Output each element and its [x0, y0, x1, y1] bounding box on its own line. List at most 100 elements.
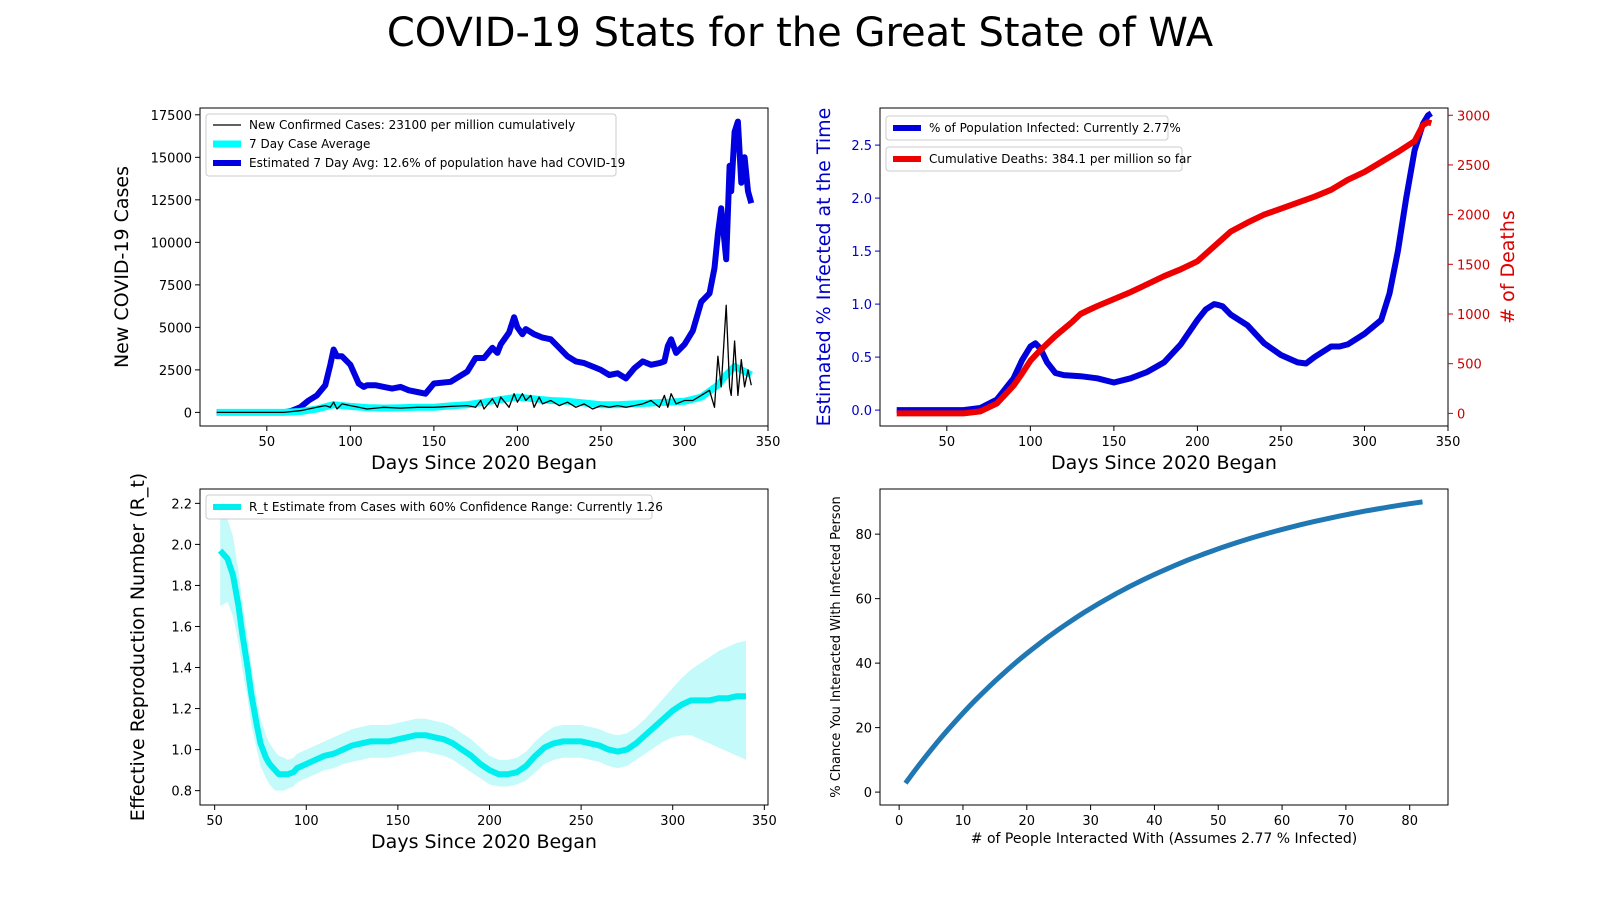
chart-3-xlabel: Days Since 2020 Began [371, 831, 597, 853]
page-title: COVID-19 Stats for the Great State of WA [386, 10, 1214, 56]
x-tick-label: 50 [206, 814, 223, 829]
chart-2-xlabel: Days Since 2020 Began [1051, 452, 1277, 474]
x-tick-label: 70 [1338, 814, 1355, 829]
x-tick-label: 30 [1082, 814, 1099, 829]
x-tick-label: 10 [955, 814, 972, 829]
chart-3-frame [199, 488, 769, 806]
x-tick-label: 100 [338, 435, 363, 450]
y2-tick-label: 0 [1457, 407, 1465, 422]
y-tick-label: 12500 [151, 194, 192, 209]
y-tick-label: 10000 [151, 236, 192, 251]
y-tick-label: 17500 [151, 109, 192, 124]
x-tick-label: 250 [569, 814, 594, 829]
y2-tick-label: 1000 [1457, 308, 1490, 323]
y-tick-label: 1.4 [171, 662, 192, 677]
series-1-line [896, 119, 1433, 417]
series-0-line [903, 499, 1423, 785]
x-tick-label: 150 [385, 814, 410, 829]
legend-label: % of Population Infected: Currently 2.77… [929, 121, 1181, 135]
legend-label: 7 Day Case Average [249, 137, 370, 151]
legend-frame [205, 494, 653, 520]
legend-frame [885, 115, 1169, 141]
x-tick-label: 300 [1352, 435, 1377, 450]
x-tick-label: 250 [589, 435, 614, 450]
y-tick-label: 20 [855, 722, 872, 737]
chart-2-axes: 50 100 150 200 250 300 350 0.0 0.5 1.0 1.5 2.0 2.5 Da… [813, 107, 1461, 474]
y-tick-label: 2.0 [851, 192, 872, 207]
x-tick-label: 150 [1101, 435, 1126, 450]
y-tick-label: 1.6 [171, 620, 192, 635]
series-0-confidence-band [220, 503, 746, 791]
chart-1-frame [199, 107, 769, 427]
x-tick-label: 200 [1185, 435, 1210, 450]
y-tick-label: 0 [184, 406, 192, 421]
y-tick-label: 0.5 [851, 351, 872, 366]
x-tick-label: 50 [259, 435, 276, 450]
x-tick-label: 250 [1269, 435, 1294, 450]
y2-tick-label: 2000 [1457, 209, 1490, 224]
x-tick-label: 300 [672, 435, 697, 450]
chart-3-ylabel: Effective Reproduction Number (R_t) [127, 473, 149, 821]
chart-2-frame [879, 107, 1449, 427]
x-tick-label: 0 [895, 814, 903, 829]
chart-2-ylabel: Estimated % Infected at the Time [813, 108, 835, 427]
x-tick-label: 350 [752, 814, 777, 829]
y-tick-label: 1.8 [171, 579, 192, 594]
x-tick-label: 350 [756, 435, 781, 450]
y-tick-label: 1.2 [171, 703, 192, 718]
chart-1-legend: New Confirmed Cases: 23100 per million c… [205, 113, 625, 177]
x-tick-label: 80 [1401, 814, 1418, 829]
chart-1-ylabel: New COVID-19 Cases [111, 166, 133, 368]
x-tick-label: 50 [939, 435, 956, 450]
y-tick-label: 2.2 [171, 497, 192, 512]
legend-frame [885, 146, 1183, 172]
chart-4-ylabel: % Chance You Interacted With Infected Pe… [829, 496, 844, 798]
y-tick-label: 1.0 [851, 298, 872, 313]
y-tick-label: 0 [864, 786, 872, 801]
legend-label: New Confirmed Cases: 23100 per million c… [249, 118, 575, 132]
legend-label: Estimated 7 Day Avg: 12.6% of population… [249, 156, 625, 170]
chart-2-legend: % of Population Infected: Currently 2.77… [885, 115, 1191, 172]
legend-label: Cumulative Deaths: 384.1 per million so … [929, 152, 1191, 166]
chart-2-right-axis: 0 500 1000 1500 2000 2500 3000 # of Deaths [1448, 109, 1519, 422]
y2-tick-label: 500 [1457, 358, 1482, 373]
x-tick-label: 100 [294, 814, 319, 829]
chart-4-xlabel: # of People Interacted With (Assumes 2.7… [971, 831, 1357, 847]
y-tick-label: 2.0 [171, 538, 192, 553]
y-tick-label: 60 [855, 593, 872, 608]
y2-tick-label: 3000 [1457, 109, 1490, 124]
y-tick-label: 7500 [159, 279, 192, 294]
x-tick-label: 200 [477, 814, 502, 829]
x-tick-label: 350 [1436, 435, 1461, 450]
y-tick-label: 2.5 [851, 139, 872, 154]
chart-1-axes: 50 100 150 200 250 300 350 0 2500 5000 7500 10000 12… [111, 107, 781, 474]
x-tick-label: 40 [1146, 814, 1163, 829]
chart-4-axes: 0 10 20 30 40 50 60 70 80 0 20 40 60 80 # of People In… [829, 488, 1449, 847]
x-tick-label: 50 [1210, 814, 1227, 829]
x-tick-label: 60 [1274, 814, 1291, 829]
y-tick-label: 2500 [159, 364, 192, 379]
y-tick-label: 15000 [151, 151, 192, 166]
legend-frame [205, 113, 617, 177]
y-tick-label: 5000 [159, 321, 192, 336]
chart-3-legend: R_t Estimate from Cases with 60% Confide… [205, 494, 663, 520]
chart-4-frame [879, 488, 1449, 806]
y-tick-label: 80 [855, 528, 872, 543]
chart-2-y2label: # of Deaths [1497, 210, 1519, 324]
series-2-line [216, 118, 755, 416]
y2-tick-label: 2500 [1457, 159, 1490, 174]
chart-3-axes: 50 100 150 200 250 300 350 0.8 1.0 1.2 1.4 1.6 1.8 2.… [127, 473, 777, 853]
x-tick-label: 300 [660, 814, 685, 829]
series-0-line [896, 110, 1433, 414]
y-tick-label: 1.0 [171, 744, 192, 759]
y-tick-label: 40 [855, 657, 872, 672]
legend-label: R_t Estimate from Cases with 60% Confide… [249, 500, 663, 514]
y-tick-label: 0.8 [171, 785, 192, 800]
series-0-line [217, 548, 746, 778]
x-tick-label: 100 [1018, 435, 1043, 450]
x-tick-label: 20 [1019, 814, 1036, 829]
y-tick-label: 1.5 [851, 245, 872, 260]
chart-1-xlabel: Days Since 2020 Began [371, 452, 597, 474]
x-tick-label: 150 [421, 435, 446, 450]
